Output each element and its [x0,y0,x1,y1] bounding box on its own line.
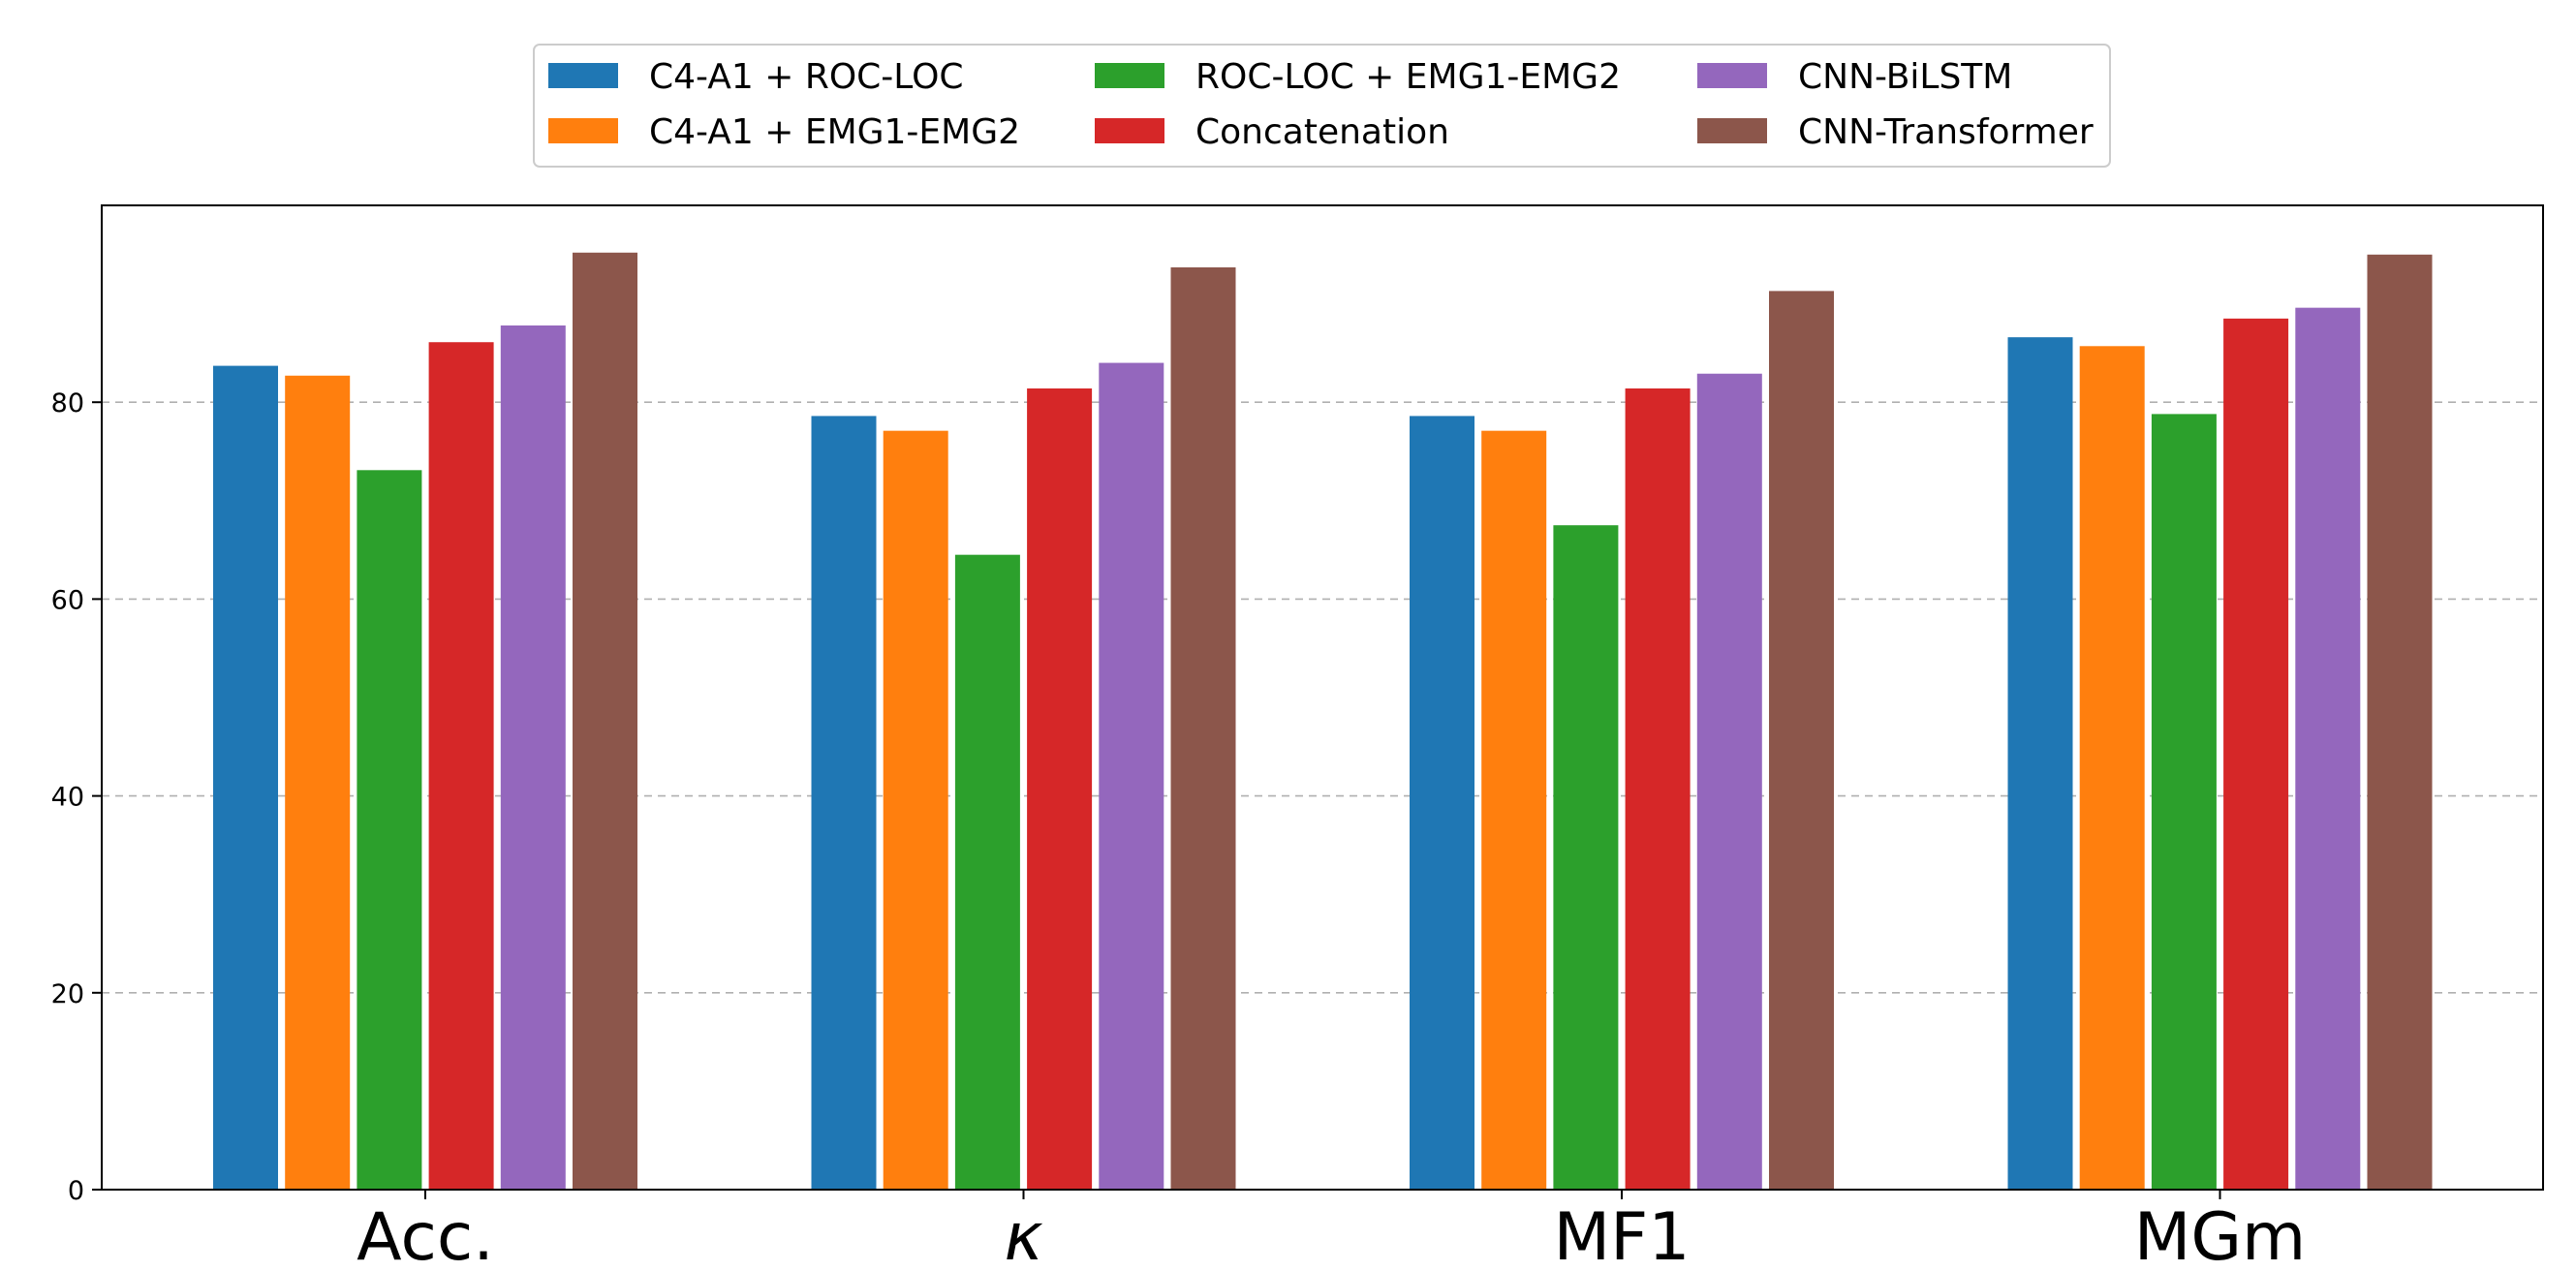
legend-swatch-3 [1095,118,1164,143]
legend-label-4: CNN-BiLSTM [1798,57,2012,97]
bar-roc-loc-emg1-emg2-0 [357,470,422,1191]
x-axis: Acc. κ MF1 MGm [357,1190,2306,1271]
y-tick-label-40: 40 [51,783,84,813]
bar-concatenation-2 [1625,388,1691,1190]
bar-c4-a1-emg1-emg2-1 [883,430,948,1190]
bar-concatenation-1 [1027,388,1093,1190]
legend-swatch-4 [1697,63,1767,88]
y-tick-label-80: 80 [51,388,84,418]
bar-c4-a1-emg1-emg2-2 [1481,430,1547,1190]
bar-concatenation-3 [2223,318,2289,1191]
y-tick-label-60: 60 [51,585,84,615]
bar-c4-a1-roc-loc-0 [213,365,278,1190]
legend-swatch-2 [1095,63,1164,88]
bar-cnn-transformer-2 [1769,291,1834,1191]
legend-swatch-5 [1697,118,1767,143]
bar-cnn-transformer-3 [2367,254,2433,1190]
y-tick-label-20: 20 [51,979,84,1009]
x-tick-label-0: Acc. [357,1199,494,1271]
bar-c4-a1-emg1-emg2-0 [285,375,351,1190]
bar-roc-loc-emg1-emg2-1 [954,554,1020,1190]
x-tick-label-3: MGm [2134,1199,2307,1271]
plot-frame [101,204,2544,1191]
y-tick-label-0: 0 [68,1176,84,1206]
legend-label-3: Concatenation [1195,112,1449,152]
bar-cnn-bilstm-0 [500,325,566,1190]
bar-cnn-transformer-1 [1170,267,1236,1190]
bar-concatenation-0 [428,342,494,1190]
bar-cnn-bilstm-2 [1696,373,1762,1191]
bar-c4-a1-emg1-emg2-3 [2079,346,2145,1191]
legend-swatch-1 [548,118,618,143]
legend-label-0: C4-A1 + ROC-LOC [649,57,964,97]
bar-c4-a1-roc-loc-2 [1410,416,1474,1190]
legend-label-1: C4-A1 + EMG1-EMG2 [649,112,1020,152]
x-tick-label-2: MF1 [1553,1199,1690,1271]
legend-label-5: CNN-Transformer [1798,112,2094,152]
bars [213,252,2433,1191]
bar-cnn-bilstm-3 [2295,307,2361,1190]
legend: C4-A1 + ROC-LOC C4-A1 + EMG1-EMG2 ROC-LOC … [533,44,2111,168]
bar-roc-loc-emg1-emg2-2 [1553,525,1619,1190]
legend-swatch-0 [548,63,618,88]
bar-roc-loc-emg1-emg2-3 [2151,414,2217,1191]
legend-label-2: ROC-LOC + EMG1-EMG2 [1195,57,1621,97]
y-axis: 0 20 40 60 80 [51,388,102,1206]
bar-cnn-bilstm-1 [1099,362,1164,1190]
bar-c4-a1-roc-loc-3 [2007,337,2073,1190]
bar-cnn-transformer-0 [573,252,637,1190]
bar-c4-a1-roc-loc-1 [811,416,877,1190]
x-tick-label-1: κ [1004,1199,1042,1271]
